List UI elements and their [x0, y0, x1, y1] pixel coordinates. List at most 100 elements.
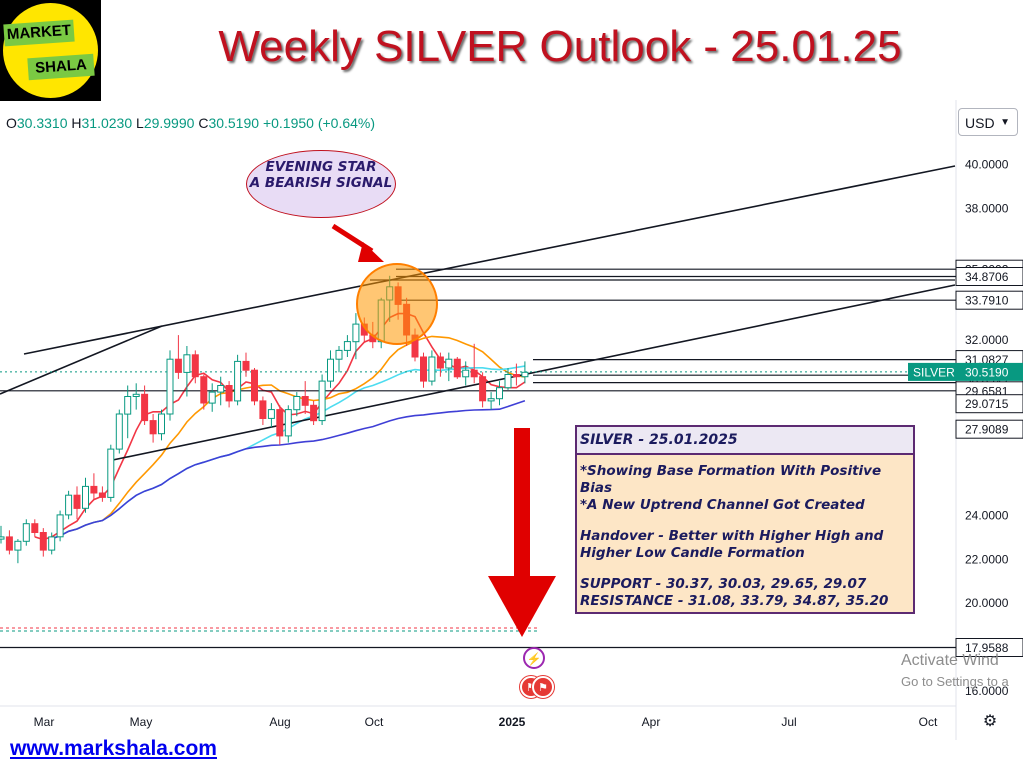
last-price-tag[interactable]: [956, 362, 1023, 381]
y-tick-label: 22.0000: [965, 552, 1009, 566]
candle-down: [420, 356, 427, 382]
price-level-tag[interactable]: [955, 419, 1023, 439]
callout-line-2: A BEARISH SIGNAL: [249, 175, 393, 191]
candle-down: [276, 409, 284, 437]
brand-logo: MARKET SHALA: [0, 0, 101, 101]
summary-support: SUPPORT - 30.37, 30.03, 29.65, 29.07: [580, 576, 867, 592]
price-level-tag[interactable]: [955, 267, 1023, 286]
chevron-down-icon: ▼: [1000, 117, 1010, 128]
summary-spacer: [580, 514, 913, 528]
watermark-line-2: Go to Settings to a: [901, 674, 1009, 689]
candle-down: [512, 374, 520, 378]
x-tick-label: Jul: [781, 715, 796, 729]
candle-down: [73, 494, 81, 509]
outlook-summary-box: SILVER - 25.01.2025 *Showing Base Format…: [575, 425, 915, 614]
logo-text-shala: SHALA: [27, 53, 95, 81]
candle-up: [166, 358, 174, 415]
x-tick-label: 2025: [499, 715, 526, 729]
logo-badge: [3, 3, 98, 98]
candle-down: [31, 523, 39, 534]
gear-icon[interactable]: ⚙: [982, 713, 998, 730]
candle-down: [5, 536, 13, 551]
down-arrow-head: [488, 576, 556, 637]
summary-line: *Showing Base Formation With Positive Bi…: [580, 463, 882, 496]
candle-up: [496, 387, 503, 400]
price-level-tag[interactable]: [955, 290, 1023, 310]
price-level-label: 34.8706: [965, 270, 1009, 284]
candle-up: [293, 396, 301, 411]
candle-up: [343, 341, 351, 351]
candle-up: [115, 413, 123, 450]
ma-medium-line: [51, 335, 526, 540]
candle-up: [487, 398, 495, 402]
candle-up: [445, 358, 453, 369]
y-tick-label: 16.0000: [965, 684, 1009, 698]
candle-down: [242, 360, 250, 371]
candle-up: [48, 536, 56, 551]
candle-up: [107, 448, 115, 498]
price-axis[interactable]: 35.200234.870633.791031.082730.370030.03…: [908, 157, 1023, 698]
x-tick-label: Mar: [34, 715, 55, 729]
us-flag-event-icon[interactable]: ⚑: [532, 676, 554, 698]
price-level-tag[interactable]: [955, 394, 1023, 414]
ohlc-open-label: O: [6, 115, 17, 131]
last-price-label: 30.5190: [965, 365, 1009, 379]
currency-select[interactable]: USD ▼: [958, 108, 1018, 136]
candle-up: [82, 485, 89, 509]
page-title: Weekly SILVER Outlook - 25.01.25: [218, 22, 902, 71]
ohlc-high: 31.0230: [81, 115, 133, 131]
candle-down: [191, 354, 199, 378]
candle-up: [14, 540, 22, 551]
y-tick-label: 40.0000: [965, 157, 1009, 171]
price-level-tag[interactable]: [955, 638, 1023, 657]
price-level-label: 33.7910: [965, 294, 1009, 308]
x-tick-label: Apr: [642, 715, 661, 729]
down-arrow-shaft: [514, 428, 530, 576]
candle-up: [462, 369, 470, 378]
candle-down: [301, 396, 309, 406]
candle-down: [225, 385, 233, 402]
ohlc-close: 30.5190: [208, 115, 260, 131]
price-chart[interactable]: 35.200234.870633.791031.082730.370030.03…: [0, 100, 1023, 740]
upper-channel-line: [23, 165, 956, 355]
y-tick-label: 38.0000: [965, 201, 1009, 215]
ohlc-open: 30.3310: [16, 115, 68, 131]
x-tick-label: May: [130, 715, 153, 729]
ohlc-readout: O30.3310 H31.0230 L29.9990 C30.5190 +0.1…: [6, 115, 375, 131]
candle-up: [208, 391, 216, 404]
lower-channel-line: [107, 284, 956, 462]
candle-up: [267, 409, 275, 419]
x-tick-label: Aug: [269, 715, 290, 729]
candles: [0, 275, 529, 564]
candle-up: [335, 349, 343, 360]
candle-up: [158, 413, 165, 435]
candle-up: [352, 323, 360, 343]
candle-up: [0, 536, 5, 540]
candle-down: [259, 400, 267, 419]
y-tick-label: 32.0000: [965, 333, 1009, 347]
symbol-tag[interactable]: [908, 362, 956, 381]
x-tick-label: Oct: [365, 715, 384, 729]
ohlc-low: 29.9990: [143, 115, 195, 131]
ma-very-long-line: [51, 400, 526, 540]
summary-spacer: [580, 562, 913, 576]
candle-down: [174, 358, 182, 373]
candle-down: [453, 358, 461, 378]
y-tick-label: 24.0000: [965, 508, 1009, 522]
time-axis[interactable]: Mar May Aug Oct 2025 Apr Jul Oct: [34, 715, 938, 729]
ohlc-high-label: H: [71, 115, 82, 131]
candle-up: [65, 494, 73, 516]
callout-arrow-head: [358, 242, 384, 262]
candle-up: [327, 358, 334, 382]
evening-star-callout: EVENING STAR A BEARISH SIGNAL: [246, 150, 396, 218]
candle-down: [251, 369, 258, 402]
price-level-label: 27.9089: [965, 423, 1009, 437]
summary-resistance: RESISTANCE - 31.08, 33.79, 34.87, 35.20: [580, 593, 889, 609]
website-link[interactable]: www.markshala.com: [10, 737, 217, 760]
candle-down: [90, 485, 98, 494]
candle-up: [124, 396, 132, 415]
candle-up: [234, 360, 242, 402]
flash-event-icon[interactable]: ⚡: [523, 647, 545, 669]
ohlc-change: +0.1950 (+0.64%): [262, 115, 376, 131]
y-tick-label: 20.0000: [965, 596, 1009, 610]
